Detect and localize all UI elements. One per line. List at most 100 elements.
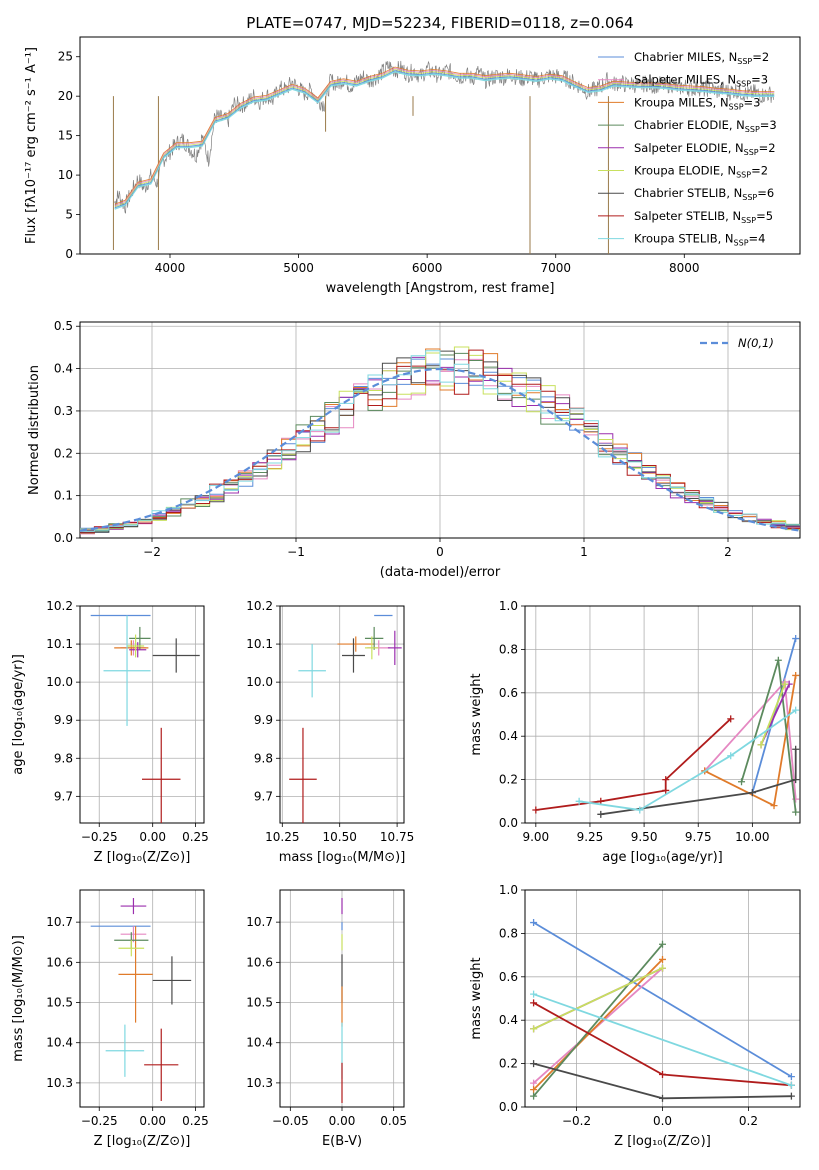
mass_vs_Z-ytick-label: 10.5 bbox=[46, 996, 73, 1010]
series-marker bbox=[770, 802, 778, 810]
series-marker bbox=[530, 1025, 538, 1033]
massweight_vs_Z-lines bbox=[530, 919, 795, 1102]
spectrum-model-line bbox=[114, 70, 775, 209]
legend-entry: Kroupa MILES, NSSP=3 bbox=[634, 95, 760, 111]
age_vs_mass-ytick-label: 10.0 bbox=[246, 675, 273, 689]
series-marker bbox=[792, 671, 800, 679]
age_vs_Z-frame bbox=[79, 605, 205, 824]
age_vs_Z-ytick-label: 10.1 bbox=[46, 637, 73, 651]
legend-label-text: Salpeter ELODIE, N bbox=[634, 141, 744, 155]
legend-suffix: =2 bbox=[759, 141, 776, 155]
spectrum-xtick-label: 5000 bbox=[283, 261, 314, 275]
series-marker bbox=[662, 776, 670, 784]
age_vs_Z-ytick-label: 10.0 bbox=[46, 675, 73, 689]
legend-suffix: =4 bbox=[749, 232, 766, 246]
residual_histogram-ytick-label: 0.4 bbox=[54, 362, 73, 376]
series-line bbox=[578, 709, 797, 811]
mass_vs_Z-ytick-label: 10.4 bbox=[46, 1036, 73, 1050]
massweight_vs_age-ytick-label: 0.4 bbox=[499, 729, 518, 743]
legend-suffix: =3 bbox=[760, 118, 777, 132]
series-marker bbox=[530, 1086, 538, 1094]
mass_vs_Z-xtick-label: −0.25 bbox=[81, 1114, 118, 1128]
mass_vs_Z-points bbox=[90, 898, 192, 1101]
age_vs_Z-xlabel: Z [log₁₀(Z/Z⊙)] bbox=[94, 850, 191, 865]
series-line bbox=[533, 967, 663, 1030]
residual_histogram-frame bbox=[79, 321, 801, 539]
series-line bbox=[532, 943, 664, 1097]
age_vs_Z-xtick-label: 0.00 bbox=[139, 830, 166, 844]
legend-entry: Kroupa ELODIE, NSSP=2 bbox=[634, 164, 768, 180]
series-marker bbox=[659, 940, 666, 948]
series-marker bbox=[757, 741, 765, 749]
series-line bbox=[533, 993, 792, 1087]
mass_vs_Z-ytick-label: 10.7 bbox=[46, 915, 73, 929]
age_vs_Z-xtick-label: −0.25 bbox=[81, 830, 118, 844]
spectrum-xtick-label: 7000 bbox=[540, 261, 571, 275]
mass_vs_ebv-ytick-label: 10.6 bbox=[246, 955, 273, 969]
legend-suffix: =2 bbox=[751, 164, 768, 178]
legend-subscript: SSP bbox=[737, 57, 752, 66]
age_vs_mass-ytick-label: 10.2 bbox=[246, 599, 273, 613]
plot-layer: 4000 5000 6000 7000 80000510152025wavelength… bbox=[11, 36, 801, 1149]
legend-label-text: Kroupa MILES, N bbox=[634, 95, 729, 109]
massweight_vs_age-ytick-label: 1.0 bbox=[499, 599, 518, 613]
legend-suffix: =6 bbox=[757, 186, 774, 200]
series-marker bbox=[787, 1092, 795, 1100]
spectrum-ytick-label: 15 bbox=[58, 129, 73, 143]
series-line bbox=[533, 921, 792, 1078]
mass_vs_Z-xtick-label: 0.00 bbox=[139, 1114, 166, 1128]
histogram-steps bbox=[80, 346, 800, 535]
mass_vs_ebv-xtick-label: 0.00 bbox=[329, 1114, 356, 1128]
series-marker bbox=[575, 797, 583, 805]
legend-gaussian-label: N(0,1) bbox=[738, 336, 774, 350]
massweight_vs_Z-xtick-label: −0.2 bbox=[562, 1114, 591, 1128]
spectrum-ytick-label: 10 bbox=[58, 168, 73, 182]
massweight_vs_Z-ytick-label: 0.6 bbox=[499, 970, 518, 984]
residual_histogram-xtick-label: −1 bbox=[287, 545, 305, 559]
massweight_vs_age-frame bbox=[524, 605, 801, 824]
spectrum-xlabel: wavelength [Angstrom, rest frame] bbox=[326, 281, 555, 296]
legend-suffix: =5 bbox=[756, 209, 773, 223]
legend-suffix: =3 bbox=[744, 95, 761, 109]
mass_vs_ebv-ytick-label: 10.7 bbox=[246, 915, 273, 929]
legend-subscript: SSP bbox=[745, 125, 760, 134]
series-marker bbox=[792, 808, 800, 816]
residual_histogram-ytick-label: 0.3 bbox=[54, 404, 73, 418]
massweight_vs_Z-ytick-label: 0.8 bbox=[499, 926, 518, 940]
residual_histogram-ytick-label: 0.5 bbox=[54, 319, 73, 333]
legend-subscript: SSP bbox=[736, 171, 751, 180]
spectrum-frame bbox=[79, 36, 801, 255]
histogram-series bbox=[80, 350, 800, 532]
massweight_vs_age-xlabel: age [log₁₀(age/yr)] bbox=[602, 850, 723, 865]
series-marker bbox=[530, 1060, 538, 1068]
mass_vs_ebv-xlabel: E(B-V) bbox=[322, 1134, 362, 1149]
mass_vs_ebv-ytick-label: 10.4 bbox=[246, 1036, 273, 1050]
legend-subscript: SSP bbox=[734, 239, 749, 248]
legend-subscript: SSP bbox=[736, 80, 751, 89]
series-marker bbox=[659, 1070, 666, 1078]
massweight_vs_age-xtick-label: 10.00 bbox=[735, 830, 769, 844]
legend-subscript: SSP bbox=[742, 193, 757, 202]
spectrum-model-line bbox=[114, 67, 775, 206]
series-line bbox=[535, 718, 732, 811]
spectrum-ytick-label: 5 bbox=[65, 208, 73, 222]
series-marker bbox=[597, 810, 605, 818]
age_vs_mass-ytick-label: 9.8 bbox=[254, 751, 273, 765]
massweight_vs_Z-ytick-label: 0.2 bbox=[499, 1057, 518, 1071]
series-marker bbox=[530, 999, 538, 1007]
age_vs_mass-ytick-label: 9.7 bbox=[254, 789, 273, 803]
massweight_vs_Z-ylabel: mass weight bbox=[469, 957, 484, 1039]
residual_histogram-ytick-label: 0.0 bbox=[54, 531, 73, 545]
series-marker bbox=[659, 955, 666, 963]
massweight_vs_age-xtick-label: 9.25 bbox=[577, 830, 604, 844]
series-marker bbox=[792, 745, 800, 753]
series-line bbox=[532, 958, 664, 1091]
series-marker bbox=[781, 680, 789, 688]
massweight_vs_age-xtick-label: 9.00 bbox=[522, 830, 549, 844]
massweight_vs_age-lines bbox=[532, 635, 800, 818]
mass_vs_ebv-ytick-label: 10.5 bbox=[246, 996, 273, 1010]
spectrum-lines bbox=[112, 60, 775, 254]
age_vs_mass-points bbox=[289, 614, 402, 823]
series-marker bbox=[532, 806, 540, 814]
spectrum-xtick-label: 8000 bbox=[669, 261, 700, 275]
